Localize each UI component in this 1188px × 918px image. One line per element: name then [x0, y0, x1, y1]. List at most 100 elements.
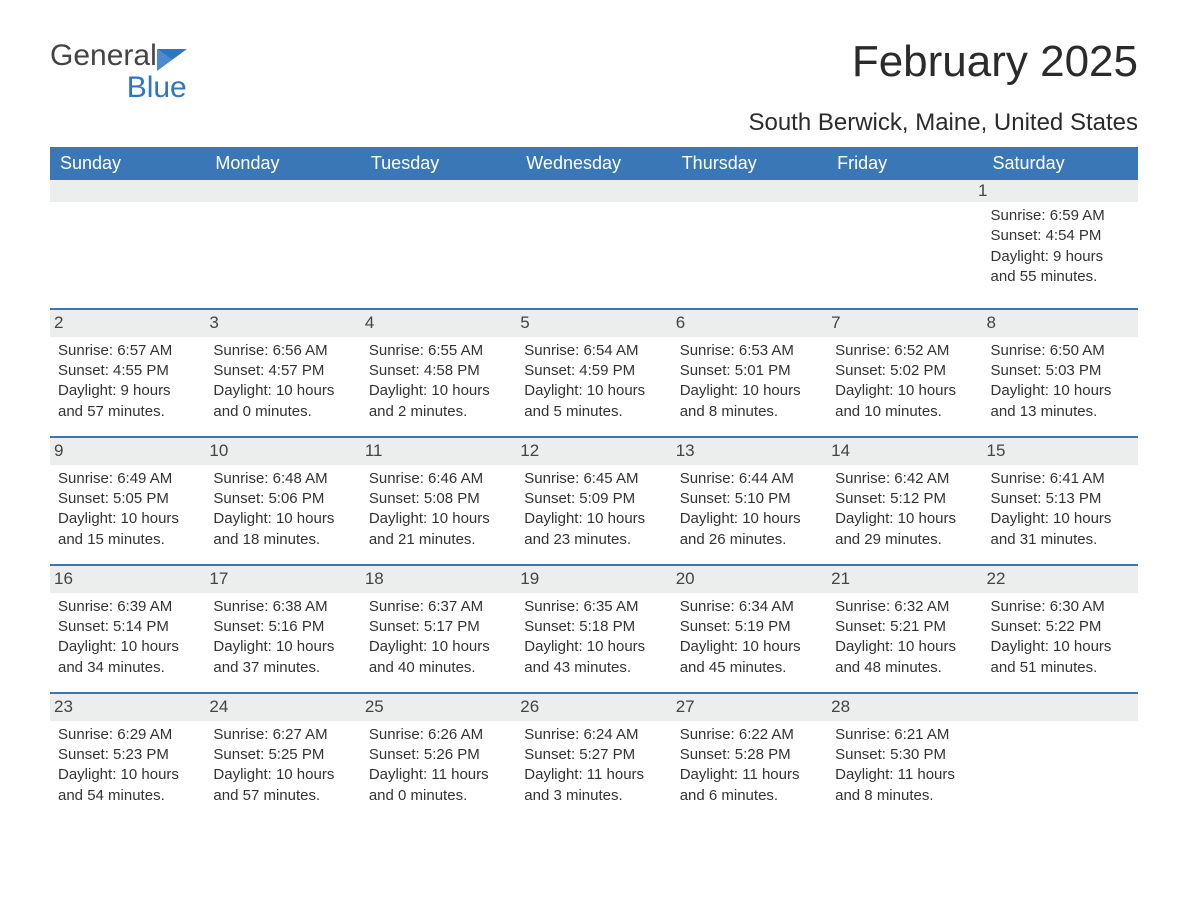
empty-day-cell: [205, 202, 360, 308]
sunset-line: Sunset: 5:13 PM: [991, 489, 1130, 509]
dow-friday: Friday: [827, 147, 982, 180]
logo-text: General Blue: [50, 40, 187, 103]
sunrise-line: Sunrise: 6:45 AM: [524, 469, 663, 489]
day-cell: 10 Sunrise: 6:48 AM Sunset: 5:06 PM Dayl…: [205, 438, 360, 564]
daylight-line: Daylight: 9 hours and 55 minutes.: [991, 247, 1130, 288]
day-cell: 14 Sunrise: 6:42 AM Sunset: 5:12 PM Dayl…: [827, 438, 982, 564]
day-cell: 5 Sunrise: 6:54 AM Sunset: 4:59 PM Dayli…: [516, 310, 671, 436]
daylight-line: Daylight: 10 hours and 21 minutes.: [369, 509, 508, 550]
day-cell: 8 Sunrise: 6:50 AM Sunset: 5:03 PM Dayli…: [983, 310, 1138, 436]
sunset-line: Sunset: 5:12 PM: [835, 489, 974, 509]
sunrise-line: Sunrise: 6:26 AM: [369, 725, 508, 745]
sunset-line: Sunset: 5:22 PM: [991, 617, 1130, 637]
sunrise-line: Sunrise: 6:49 AM: [58, 469, 197, 489]
day-cell: 16 Sunrise: 6:39 AM Sunset: 5:14 PM Dayl…: [50, 566, 205, 692]
logo-word-blue: Blue: [50, 72, 187, 104]
day-number: 10: [205, 438, 360, 465]
title-block: February 2025: [852, 40, 1138, 86]
sunrise-line: Sunrise: 6:59 AM: [991, 206, 1130, 226]
sunrise-line: Sunrise: 6:55 AM: [369, 341, 508, 361]
sunrise-line: Sunrise: 6:21 AM: [835, 725, 974, 745]
day-cell: 2 Sunrise: 6:57 AM Sunset: 4:55 PM Dayli…: [50, 310, 205, 436]
logo-word-general: General: [50, 39, 157, 72]
daylight-line: Daylight: 10 hours and 15 minutes.: [58, 509, 197, 550]
sunset-line: Sunset: 4:54 PM: [991, 226, 1130, 246]
day-number: 4: [361, 310, 516, 337]
sunset-line: Sunset: 5:17 PM: [369, 617, 508, 637]
daylight-line: Daylight: 10 hours and 23 minutes.: [524, 509, 663, 550]
daylight-line: Daylight: 10 hours and 13 minutes.: [991, 381, 1130, 422]
sunset-line: Sunset: 5:03 PM: [991, 361, 1130, 381]
sunset-line: Sunset: 5:14 PM: [58, 617, 197, 637]
day-cell: 19 Sunrise: 6:35 AM Sunset: 5:18 PM Dayl…: [516, 566, 671, 692]
sunset-line: Sunset: 4:59 PM: [524, 361, 663, 381]
empty-day-cell: [50, 202, 205, 308]
day-cell: 23 Sunrise: 6:29 AM Sunset: 5:23 PM Dayl…: [50, 694, 205, 820]
daylight-line: Daylight: 10 hours and 2 minutes.: [369, 381, 508, 422]
day-number: 28: [827, 694, 982, 721]
daylight-line: Daylight: 10 hours and 43 minutes.: [524, 637, 663, 678]
sunrise-line: Sunrise: 6:39 AM: [58, 597, 197, 617]
sunset-line: Sunset: 4:57 PM: [213, 361, 352, 381]
calendar: Sunday Monday Tuesday Wednesday Thursday…: [50, 147, 1138, 820]
daylight-line: Daylight: 10 hours and 29 minutes.: [835, 509, 974, 550]
dow-saturday: Saturday: [983, 147, 1138, 180]
sunset-line: Sunset: 5:02 PM: [835, 361, 974, 381]
day-number: 6: [672, 310, 827, 337]
daylight-line: Daylight: 10 hours and 54 minutes.: [58, 765, 197, 806]
sunrise-line: Sunrise: 6:34 AM: [680, 597, 819, 617]
empty-day: [666, 180, 820, 202]
sunset-line: Sunset: 5:23 PM: [58, 745, 197, 765]
weeks-container: 1 Sunrise: 6:59 AM Sunset: 4:54 PM Dayli…: [50, 180, 1138, 820]
empty-day: [820, 180, 974, 202]
sunrise-line: Sunrise: 6:50 AM: [991, 341, 1130, 361]
dow-monday: Monday: [205, 147, 360, 180]
empty-day-cell: [827, 202, 982, 308]
day-number: 3: [205, 310, 360, 337]
daylight-line: Daylight: 10 hours and 10 minutes.: [835, 381, 974, 422]
day-number: 9: [50, 438, 205, 465]
day-number: 1: [974, 180, 1138, 202]
sunset-line: Sunset: 5:06 PM: [213, 489, 352, 509]
sunrise-line: Sunrise: 6:54 AM: [524, 341, 663, 361]
daylight-line: Daylight: 10 hours and 57 minutes.: [213, 765, 352, 806]
sunset-line: Sunset: 5:27 PM: [524, 745, 663, 765]
day-cell: 12 Sunrise: 6:45 AM Sunset: 5:09 PM Dayl…: [516, 438, 671, 564]
daylight-line: Daylight: 10 hours and 0 minutes.: [213, 381, 352, 422]
day-number: 21: [827, 566, 982, 593]
daylight-line: Daylight: 10 hours and 45 minutes.: [680, 637, 819, 678]
daylight-line: Daylight: 11 hours and 6 minutes.: [680, 765, 819, 806]
sunrise-line: Sunrise: 6:32 AM: [835, 597, 974, 617]
day-cell: 3 Sunrise: 6:56 AM Sunset: 4:57 PM Dayli…: [205, 310, 360, 436]
dow-wednesday: Wednesday: [516, 147, 671, 180]
day-cell: 11 Sunrise: 6:46 AM Sunset: 5:08 PM Dayl…: [361, 438, 516, 564]
sunrise-line: Sunrise: 6:46 AM: [369, 469, 508, 489]
empty-day-cell: [672, 202, 827, 308]
day-number: 23: [50, 694, 205, 721]
empty-day-cell: [516, 202, 671, 308]
daylight-line: Daylight: 11 hours and 3 minutes.: [524, 765, 663, 806]
empty-day-cell: [983, 694, 1138, 820]
daylight-line: Daylight: 11 hours and 0 minutes.: [369, 765, 508, 806]
month-title: February 2025: [852, 40, 1138, 84]
sunrise-line: Sunrise: 6:42 AM: [835, 469, 974, 489]
day-number: 19: [516, 566, 671, 593]
sunrise-line: Sunrise: 6:22 AM: [680, 725, 819, 745]
daylight-line: Daylight: 10 hours and 40 minutes.: [369, 637, 508, 678]
day-number: 18: [361, 566, 516, 593]
day-number: 24: [205, 694, 360, 721]
day-cell: 15 Sunrise: 6:41 AM Sunset: 5:13 PM Dayl…: [983, 438, 1138, 564]
empty-day: [358, 180, 512, 202]
day-cell: 7 Sunrise: 6:52 AM Sunset: 5:02 PM Dayli…: [827, 310, 982, 436]
sunset-line: Sunset: 5:18 PM: [524, 617, 663, 637]
daylight-line: Daylight: 10 hours and 5 minutes.: [524, 381, 663, 422]
sunrise-line: Sunrise: 6:48 AM: [213, 469, 352, 489]
daylight-line: Daylight: 10 hours and 48 minutes.: [835, 637, 974, 678]
day-cell: 6 Sunrise: 6:53 AM Sunset: 5:01 PM Dayli…: [672, 310, 827, 436]
header: General Blue February 2025: [50, 40, 1138, 103]
sunrise-line: Sunrise: 6:27 AM: [213, 725, 352, 745]
day-cell: 22 Sunrise: 6:30 AM Sunset: 5:22 PM Dayl…: [983, 566, 1138, 692]
daylight-line: Daylight: 10 hours and 8 minutes.: [680, 381, 819, 422]
week-row: 9 Sunrise: 6:49 AM Sunset: 5:05 PM Dayli…: [50, 436, 1138, 564]
sunset-line: Sunset: 5:16 PM: [213, 617, 352, 637]
